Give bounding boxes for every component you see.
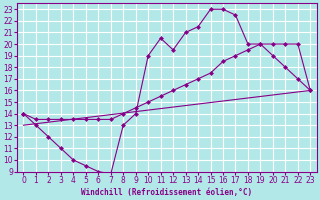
X-axis label: Windchill (Refroidissement éolien,°C): Windchill (Refroidissement éolien,°C) — [81, 188, 252, 197]
